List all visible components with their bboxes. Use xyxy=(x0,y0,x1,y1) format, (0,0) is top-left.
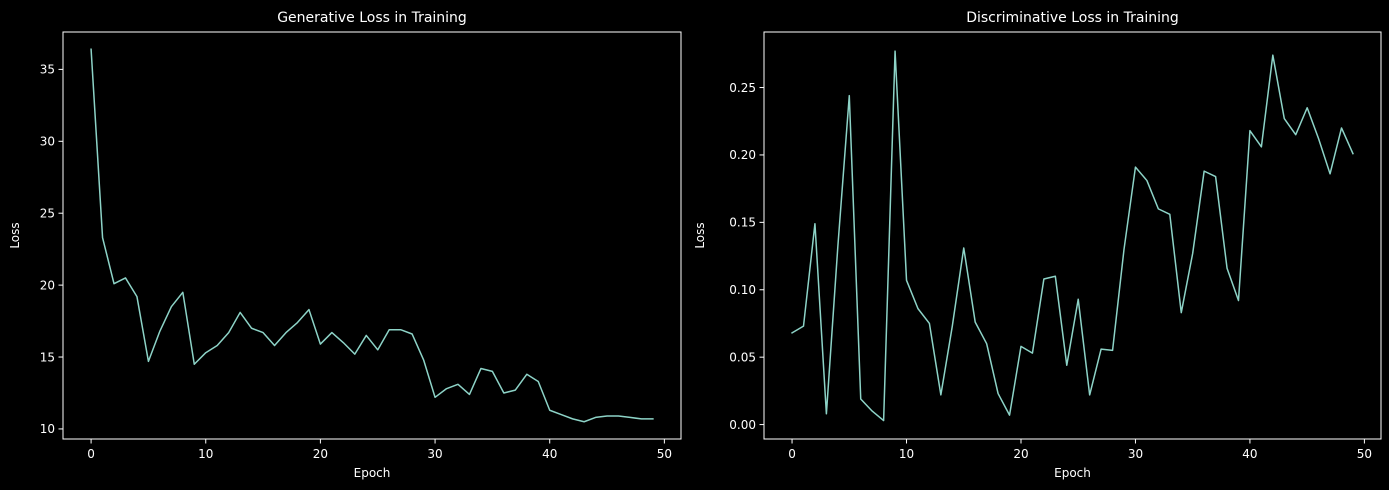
y-tick-label: 20 xyxy=(40,278,55,292)
plot-frame xyxy=(62,31,682,440)
x-tick-label: 20 xyxy=(1013,447,1028,461)
y-tick-label: 0.00 xyxy=(729,418,756,432)
x-tick-label: 40 xyxy=(1242,447,1257,461)
x-tick-label: 40 xyxy=(542,447,557,461)
x-tick-label: 50 xyxy=(1357,447,1372,461)
y-tick-label: 0.15 xyxy=(729,216,756,230)
chart-title: Discriminative Loss in Training xyxy=(966,10,1179,26)
series-line xyxy=(90,48,654,423)
x-tick-label: 20 xyxy=(313,447,328,461)
x-tick-label: 10 xyxy=(198,447,213,461)
y-tick-label: 25 xyxy=(40,207,55,221)
x-tick-label: 30 xyxy=(1128,447,1143,461)
y-tick-label: 30 xyxy=(40,135,55,149)
y-tick-label: 15 xyxy=(40,350,55,364)
chart-discriminative-loss: 0 10 20 30 40 50 0.00 0.05 0.10 0.15 0.20 0.25 Discr… xyxy=(693,10,1382,480)
x-tick-label: 0 xyxy=(788,447,796,461)
y-tick-label: 0.20 xyxy=(729,148,756,162)
y-tick-label: 0.10 xyxy=(729,283,756,297)
plot-frame xyxy=(763,31,1382,440)
y-axis-label: Loss xyxy=(8,222,22,248)
chart-title: Generative Loss in Training xyxy=(277,10,467,26)
chart-generative-loss: 0 10 20 30 40 50 10 15 20 25 30 35 Generative Loss i… xyxy=(8,10,682,480)
x-axis-label: Epoch xyxy=(354,466,391,480)
y-tick-label: 0.25 xyxy=(729,81,756,95)
y-tick-label: 0.05 xyxy=(729,350,756,364)
y-tick-label: 10 xyxy=(40,422,55,436)
y-axis-label: Loss xyxy=(693,222,707,248)
x-tick-label: 0 xyxy=(87,447,95,461)
series-line xyxy=(791,50,1354,422)
y-tick-label: 35 xyxy=(40,63,55,77)
x-tick-label: 10 xyxy=(899,447,914,461)
x-axis-label: Epoch xyxy=(1054,466,1091,480)
x-tick-label: 50 xyxy=(657,447,672,461)
x-tick-label: 30 xyxy=(427,447,442,461)
